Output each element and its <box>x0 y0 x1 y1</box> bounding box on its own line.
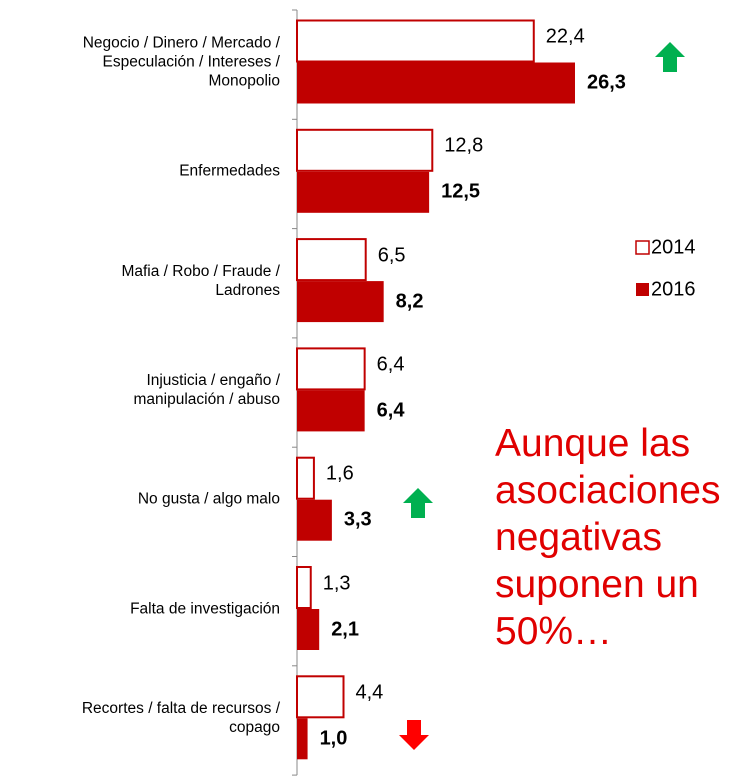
bar <box>297 499 332 541</box>
category-label: Mafia / Robo / Fraude / Ladrones <box>121 262 280 299</box>
bar <box>297 609 320 650</box>
data-label: 6,5 <box>377 244 406 267</box>
data-label: 26,3 <box>586 71 626 94</box>
category-label: Negocio / Dinero / Mercado / Especulació… <box>82 34 280 90</box>
up-arrow <box>403 488 433 518</box>
bar <box>296 675 345 719</box>
data-label: 1,0 <box>319 727 348 750</box>
data-label: 22,4 <box>545 25 585 48</box>
data-label: 6,4 <box>376 399 405 422</box>
bar <box>297 281 384 323</box>
data-label: 3,3 <box>343 508 372 531</box>
data-label: 4,4 <box>355 681 384 704</box>
bar <box>296 347 366 391</box>
category-label: Injusticia / engaño / manipulación / abu… <box>133 371 281 408</box>
up-arrow <box>655 42 685 72</box>
legend-swatch <box>636 283 649 296</box>
data-label: 12,5 <box>441 180 481 203</box>
data-label: 12,8 <box>444 134 484 157</box>
legend-swatch <box>635 240 650 255</box>
legend-label: 2014 <box>651 236 696 259</box>
data-label: 1,3 <box>322 572 351 594</box>
bar <box>297 390 365 432</box>
category-label: Enfermedades <box>179 162 280 180</box>
bar <box>296 238 367 282</box>
bar <box>296 19 535 63</box>
data-label: 8,2 <box>395 290 424 313</box>
data-label: 2,1 <box>331 618 359 640</box>
bar <box>296 128 434 172</box>
data-label: 1,6 <box>325 462 354 485</box>
category-label: No gusta / algo malo <box>137 490 280 508</box>
bar <box>296 456 315 500</box>
bar <box>296 566 312 609</box>
bar <box>297 62 575 104</box>
bar <box>297 718 308 760</box>
bar <box>297 171 430 213</box>
annotation: Aunque las asociaciones negativas supone… <box>495 422 721 653</box>
category-label: Falta de investigación <box>130 600 280 617</box>
legend-label: 2016 <box>651 278 696 301</box>
category-label: Recortes / falta de recursos / copago <box>81 699 280 736</box>
data-label: 6,4 <box>376 353 405 376</box>
down-arrow <box>399 720 429 750</box>
